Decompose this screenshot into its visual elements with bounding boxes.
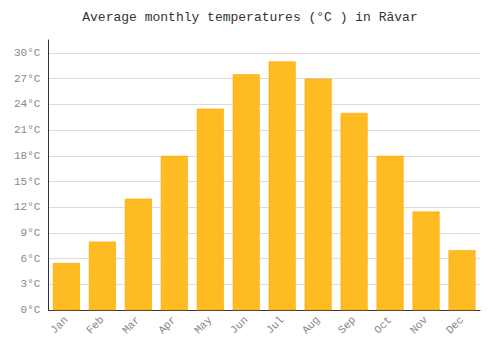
svg-text:Oct: Oct [372,314,394,336]
svg-text:21°C: 21°C [14,124,41,136]
svg-text:3°C: 3°C [21,278,41,290]
svg-text:0°C: 0°C [21,304,41,316]
svg-text:30°C: 30°C [14,47,41,59]
svg-text:Feb: Feb [84,314,106,336]
svg-text:Dec: Dec [444,314,466,336]
svg-text:Jul: Jul [264,314,286,336]
svg-text:Nov: Nov [408,314,431,337]
svg-text:Jun: Jun [228,314,250,336]
svg-text:15°C: 15°C [14,176,41,188]
svg-text:24°C: 24°C [14,98,41,110]
svg-text:Sep: Sep [336,314,358,336]
svg-text:18°C: 18°C [14,150,41,162]
svg-text:Jan: Jan [48,314,70,336]
svg-text:27°C: 27°C [14,73,41,85]
svg-text:9°C: 9°C [21,227,41,239]
svg-text:May: May [192,314,215,337]
svg-text:6°C: 6°C [21,253,41,265]
svg-text:Mar: Mar [120,314,142,336]
svg-text:Average monthly temperatures (: Average monthly temperatures (°C ) in Rā… [82,10,417,25]
svg-text:12°C: 12°C [14,201,41,213]
svg-text:Aug: Aug [300,314,322,336]
svg-text:Apr: Apr [156,314,178,336]
